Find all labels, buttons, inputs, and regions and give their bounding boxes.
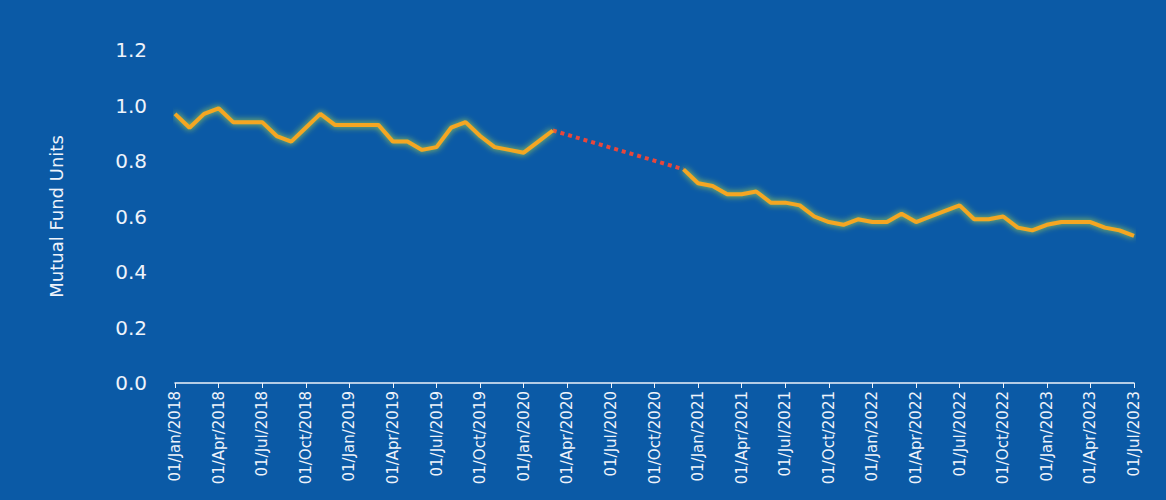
svg-text:01/Apr/2018: 01/Apr/2018	[210, 391, 228, 484]
svg-text:01/Jul/2023: 01/Jul/2023	[1125, 391, 1143, 476]
svg-text:0.4: 0.4	[115, 260, 147, 284]
svg-text:Mutual Fund Units: Mutual Fund Units	[46, 135, 67, 298]
svg-text:1.0: 1.0	[115, 94, 147, 118]
svg-text:01/Apr/2020: 01/Apr/2020	[558, 391, 576, 484]
svg-text:0.6: 0.6	[115, 205, 147, 229]
svg-text:01/Jan/2020: 01/Jan/2020	[515, 391, 533, 482]
svg-text:01/Apr/2019: 01/Apr/2019	[384, 391, 402, 484]
svg-text:01/Apr/2021: 01/Apr/2021	[733, 391, 751, 484]
svg-text:01/Oct/2022: 01/Oct/2022	[994, 391, 1012, 484]
svg-text:01/Jul/2018: 01/Jul/2018	[253, 391, 271, 476]
svg-text:01/Oct/2020: 01/Oct/2020	[646, 391, 664, 484]
svg-text:01/Jan/2019: 01/Jan/2019	[340, 391, 358, 482]
svg-text:01/Jan/2021: 01/Jan/2021	[689, 391, 707, 482]
svg-text:01/Jan/2018: 01/Jan/2018	[166, 391, 184, 482]
svg-text:01/Oct/2018: 01/Oct/2018	[297, 391, 315, 484]
svg-text:01/Jan/2022: 01/Jan/2022	[863, 391, 881, 482]
svg-text:01/Jul/2022: 01/Jul/2022	[951, 391, 969, 476]
svg-text:0.8: 0.8	[115, 149, 147, 173]
svg-text:01/Apr/2022: 01/Apr/2022	[907, 391, 925, 484]
svg-text:01/Apr/2023: 01/Apr/2023	[1081, 391, 1099, 484]
svg-text:01/Oct/2019: 01/Oct/2019	[471, 391, 489, 484]
svg-text:01/Jul/2020: 01/Jul/2020	[602, 391, 620, 476]
svg-text:01/Oct/2021: 01/Oct/2021	[820, 391, 838, 484]
svg-text:0.0: 0.0	[115, 371, 147, 395]
svg-text:01/Jul/2019: 01/Jul/2019	[428, 391, 446, 476]
svg-text:01/Jan/2023: 01/Jan/2023	[1038, 391, 1056, 482]
svg-text:01/Jul/2021: 01/Jul/2021	[776, 391, 794, 476]
svg-text:0.2: 0.2	[115, 316, 147, 340]
svg-text:1.2: 1.2	[115, 38, 147, 62]
